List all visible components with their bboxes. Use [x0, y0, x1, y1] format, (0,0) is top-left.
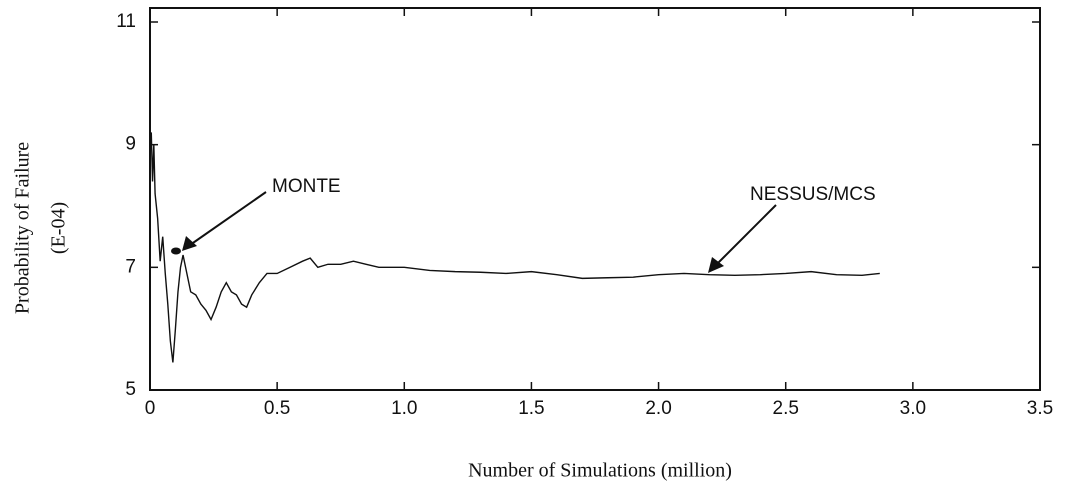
- annotation: NESSUS/MCS: [750, 184, 876, 205]
- y-axis-label: Probability of Failure: [12, 142, 34, 314]
- x-tick-label: 2.0: [645, 398, 671, 419]
- y-axis-unit: (E-04): [48, 202, 70, 254]
- data-line: [150, 132, 880, 363]
- x-tick-label: 1.0: [391, 398, 417, 419]
- x-tick-label: 0: [145, 398, 156, 419]
- x-axis-label: Number of Simulations (million): [468, 460, 732, 482]
- y-tick-label: 7: [125, 256, 136, 277]
- y-tick-label: 9: [125, 134, 136, 155]
- annotation-arrow: [715, 204, 777, 266]
- x-tick-label: 0.5: [264, 398, 290, 419]
- x-tick-label: 1.5: [518, 398, 544, 419]
- annotation-dot: [171, 247, 181, 255]
- annotation: MONTE: [272, 176, 341, 197]
- y-tick-label: 11: [116, 11, 136, 32]
- plot-frame: [149, 7, 1041, 391]
- arrowhead: [708, 257, 724, 273]
- annotation-arrow: [189, 191, 267, 246]
- x-tick-label: 2.5: [773, 398, 799, 419]
- x-tick-label: 3.5: [1027, 398, 1053, 419]
- x-tick-label: 3.0: [900, 398, 926, 419]
- arrowhead: [182, 236, 197, 251]
- y-tick-label: 5: [125, 379, 136, 400]
